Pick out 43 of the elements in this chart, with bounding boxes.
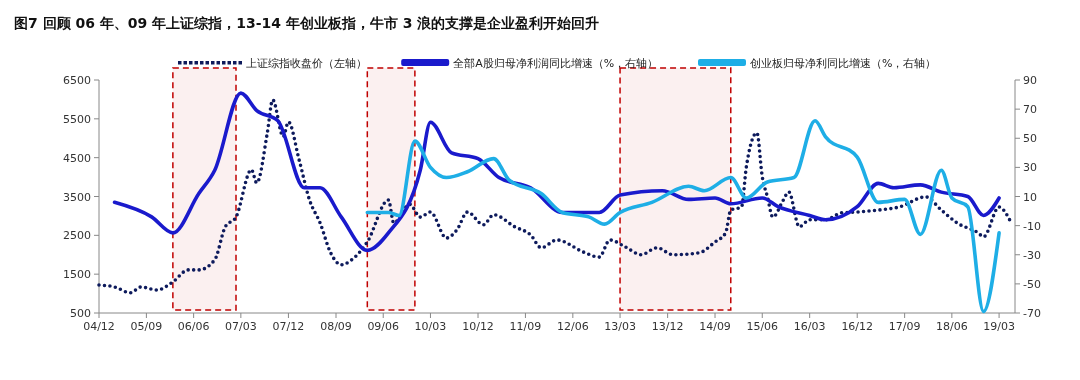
x-tick-label: 16/12 [841,320,874,333]
y-tick-label: 500 [70,307,91,320]
x-tick-label: 04/12 [83,320,115,333]
y-tick-label: 6500 [63,74,91,87]
x-tick-label: 17/09 [888,320,921,333]
y-tick-label: 1500 [63,268,91,282]
x-tick-label: 13/12 [651,320,684,333]
x-tick-label: 10/12 [462,320,494,333]
legend-label: 创业板归母净利同比增速（%，右轴） [750,57,937,70]
y-tick-label: 5500 [63,112,91,126]
line-series [365,118,1001,314]
line-series [112,91,1001,253]
x-tick-label: 05/09 [130,320,163,333]
x-tick-label: 07/12 [272,320,305,333]
y-tick-label: 2500 [63,229,91,243]
y2-tick-label: -70 [1023,307,1041,320]
x-tick-label: 06/06 [177,320,210,333]
x-tick-label: 18/06 [936,320,968,333]
x-tick-label: 15/06 [746,320,779,333]
legend-label: 上证综指收盘价（左轴） [246,57,367,70]
y-tick-label: 4500 [63,151,91,165]
y-tick-label: 3500 [63,190,91,204]
x-tick-label: 19/03 [983,320,1015,333]
x-tick-label: 14/09 [699,320,731,333]
x-tick-label: 16/03 [793,320,826,333]
y2-tick-label: 10 [1023,190,1037,204]
y2-tick-label: 90 [1023,74,1037,87]
x-tick-label: 10/03 [414,320,447,333]
chart-title: 图7 回顾 06 年、09 年上证综指，13-14 年创业板指，牛市 3 浪的支撑是企业盈利开始回升 [14,15,600,31]
x-tick-label: 08/09 [320,320,352,333]
x-tick-label: 09/06 [367,320,400,333]
y2-tick-label: -30 [1023,248,1041,262]
x-tick-label: 07/03 [225,320,257,333]
x-tick-label: 12/06 [556,320,589,333]
y2-tick-label: 30 [1023,161,1037,175]
line-series [97,98,1012,295]
y2-tick-label: 70 [1023,103,1037,117]
y2-tick-label: 50 [1023,132,1037,146]
y2-tick-label: -10 [1023,219,1041,233]
x-tick-label: 11/09 [509,320,542,333]
legend-label: 全部A股归母净利润同比增速（%，右轴） [453,57,659,70]
x-tick-label: 13/03 [604,320,636,333]
y2-tick-label: -50 [1023,277,1041,291]
